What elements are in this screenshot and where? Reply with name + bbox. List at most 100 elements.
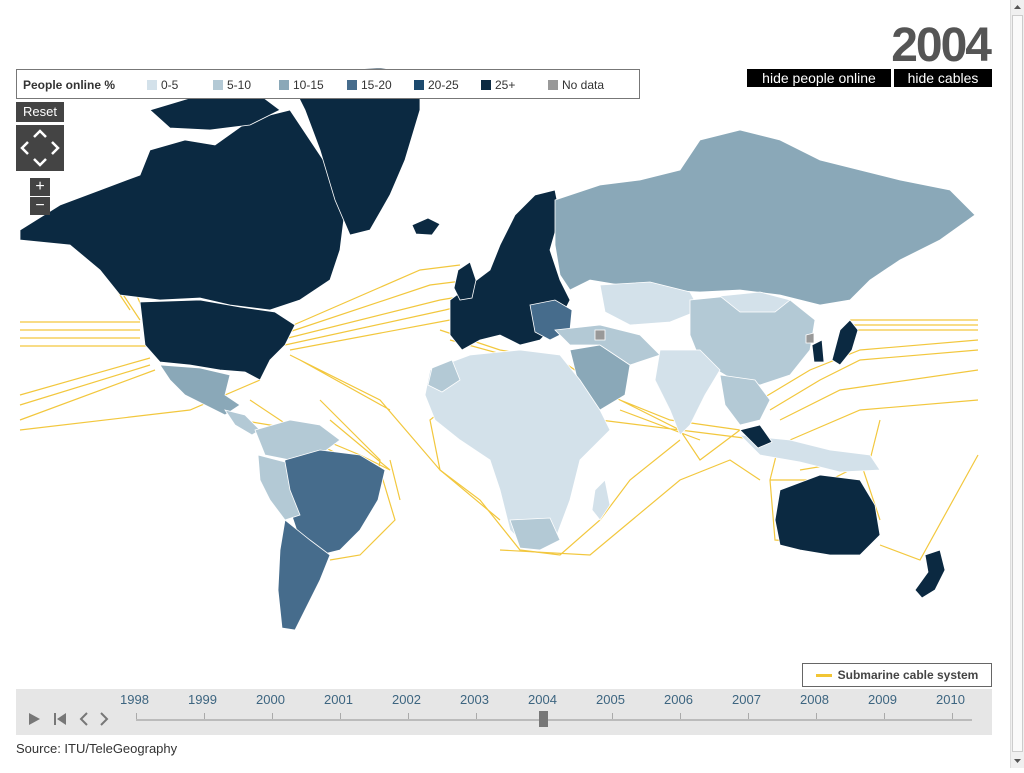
legend-title: People online %: [23, 78, 116, 92]
zoom-out-button[interactable]: −: [30, 197, 50, 215]
legend-swatch: [279, 80, 289, 90]
timeline-tick: [476, 713, 477, 719]
legend-swatch: [347, 80, 357, 90]
timeline-year-2001[interactable]: 2001: [324, 692, 353, 707]
timeline-year-1999[interactable]: 1999: [188, 692, 217, 707]
legend-item-15-20: 15-20: [347, 78, 392, 92]
scroll-down-icon[interactable]: [1011, 754, 1024, 768]
country-uk[interactable]: [453, 261, 477, 301]
legend-label: 15-20: [361, 78, 392, 92]
next-icon[interactable]: [96, 711, 112, 727]
legend-item-5-10: 5-10: [213, 78, 251, 92]
timeline-tick: [816, 713, 817, 719]
country-peru-bolivia[interactable]: [257, 454, 301, 521]
hide-cables-button[interactable]: hide cables: [894, 69, 992, 87]
country-north-korea[interactable]: [805, 332, 815, 344]
country-kazakhstan[interactable]: [599, 281, 701, 326]
legend-swatch: [481, 80, 491, 90]
play-icon[interactable]: [26, 711, 42, 727]
source-credit: Source: ITU/TeleGeography: [16, 741, 178, 756]
legend-label: 0-5: [161, 78, 179, 92]
country-australia[interactable]: [774, 474, 881, 556]
timeline-tick: [748, 713, 749, 719]
country-africa-north[interactable]: [424, 349, 611, 551]
timeline-tick: [340, 713, 341, 719]
legend-swatch: [548, 80, 558, 90]
timeline-year-2004[interactable]: 2004: [528, 692, 557, 707]
timeline-bar: 1998 1999 2000 2001 2002 2003 2004 2005 …: [16, 689, 992, 735]
reset-button[interactable]: Reset: [16, 102, 64, 122]
timeline-year-1998[interactable]: 1998: [120, 692, 149, 707]
timeline-tick: [952, 713, 953, 719]
scroll-up-icon[interactable]: [1011, 0, 1024, 14]
timeline-tick: [680, 713, 681, 719]
country-south-africa[interactable]: [509, 517, 561, 551]
country-mongolia[interactable]: [718, 291, 791, 313]
timeline-year-2007[interactable]: 2007: [732, 692, 761, 707]
cable-legend-label: Submarine cable system: [837, 668, 979, 682]
world-map[interactable]: [0, 0, 1010, 690]
scrollbar-thumb[interactable]: [1012, 15, 1023, 752]
timeline-tick: [884, 713, 885, 719]
timeline-year-2010[interactable]: 2010: [936, 692, 965, 707]
country-new-zealand[interactable]: [914, 549, 946, 599]
legend-swatch: [414, 80, 424, 90]
country-argentina[interactable]: [277, 519, 331, 631]
timeline-year-2005[interactable]: 2005: [596, 692, 625, 707]
country-iceland[interactable]: [411, 217, 441, 236]
hide-people-online-button[interactable]: hide people online: [747, 69, 891, 87]
timeline-tick: [612, 713, 613, 719]
zoom-in-button[interactable]: +: [30, 178, 50, 196]
cable-line-icon: [815, 673, 832, 677]
timeline-year-2002[interactable]: 2002: [392, 692, 421, 707]
country-mexico[interactable]: [159, 364, 241, 416]
country-se-asia[interactable]: [719, 374, 771, 426]
timeline-year-2003[interactable]: 2003: [460, 692, 489, 707]
legend-label: 5-10: [227, 78, 252, 92]
country-madagascar[interactable]: [591, 479, 611, 521]
timeline-year-2006[interactable]: 2006: [664, 692, 693, 707]
legend-item-0-5: 0-5: [147, 78, 178, 92]
timeline-tick: [272, 713, 273, 719]
country-malaysia[interactable]: [739, 424, 773, 449]
timeline-tick: [204, 713, 205, 719]
cable-legend: Submarine cable system: [802, 663, 992, 687]
country-canada[interactable]: [19, 109, 346, 311]
people-online-legend: People online % 0-5 5-10 10-15 15-20 20-…: [16, 69, 640, 99]
country-japan[interactable]: [831, 319, 859, 366]
country-greenland[interactable]: [289, 67, 421, 236]
pan-arrows-icon: [20, 129, 60, 167]
timeline-year-2000[interactable]: 2000: [256, 692, 285, 707]
timeline-year-2009[interactable]: 2009: [868, 692, 897, 707]
legend-label: 20-25: [428, 78, 459, 92]
legend-item-25-plus: 25+: [481, 78, 515, 92]
timeline-tick: [408, 713, 409, 719]
timeline-slider-thumb[interactable]: [539, 711, 548, 727]
legend-swatch: [147, 80, 157, 90]
previous-icon[interactable]: [76, 711, 92, 727]
country-korea[interactable]: [811, 339, 825, 363]
current-year-display: 2004: [891, 19, 992, 72]
country-russia[interactable]: [554, 129, 976, 306]
timeline-tick: [136, 713, 137, 719]
country-usa[interactable]: [139, 299, 296, 381]
timeline-year-2008[interactable]: 2008: [800, 692, 829, 707]
legend-label: 10-15: [293, 78, 324, 92]
legend-label: 25+: [495, 78, 516, 92]
country-india[interactable]: [654, 349, 721, 436]
vertical-scrollbar[interactable]: [1010, 0, 1024, 768]
country-indonesia[interactable]: [738, 434, 881, 473]
legend-item-10-15: 10-15: [279, 78, 324, 92]
country-morocco[interactable]: [427, 359, 461, 393]
world-map-svg[interactable]: [0, 0, 1010, 690]
legend-item-no-data: No data: [548, 78, 604, 92]
timeline-track[interactable]: [136, 719, 972, 721]
countries[interactable]: [19, 67, 976, 631]
country-no-data[interactable]: [594, 329, 606, 341]
country-turkey-iran[interactable]: [554, 324, 661, 366]
legend-item-20-25: 20-25: [414, 78, 459, 92]
legend-label: No data: [562, 78, 605, 92]
pan-control[interactable]: [16, 125, 64, 171]
legend-swatch: [213, 80, 223, 90]
skip-to-start-icon[interactable]: [52, 711, 68, 727]
